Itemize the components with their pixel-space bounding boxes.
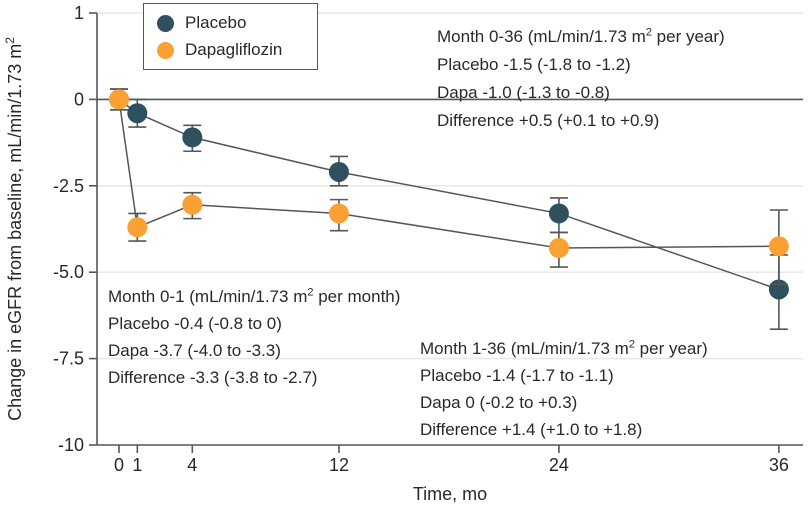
x-tick-label: 0 [114, 455, 124, 475]
placebo-marker-icon [157, 14, 174, 32]
x-tick-label: 1 [132, 455, 142, 475]
data-point-dapagliflozin [548, 238, 569, 259]
y-tick-label: 0 [74, 89, 84, 109]
data-point-placebo [127, 103, 148, 124]
legend-item-dapagliflozin: Dapagliflozin [157, 39, 307, 61]
data-point-placebo [182, 127, 203, 148]
data-point-dapagliflozin [182, 194, 203, 215]
series-line-dapagliflozin [118, 99, 779, 249]
annotation-title: Month 1-36 (mL/min/1.73 m2 per year) [420, 338, 708, 358]
annotation-line: Placebo -1.5 (-1.8 to -1.2) [437, 55, 631, 74]
data-point-placebo [548, 203, 569, 224]
x-tick-label: 36 [769, 455, 789, 475]
annotation-line: Dapa -3.7 (-4.0 to -3.3) [108, 341, 281, 360]
y-axis-title: Change in eGFR from baseline, mL/min/1.7… [3, 37, 25, 421]
annotation-title: Month 0-36 (mL/min/1.73 m2 per year) [437, 26, 725, 46]
annotation-month-1-36: Month 1-36 (mL/min/1.73 m2 per year) Pla… [420, 335, 708, 443]
legend-item-placebo: Placebo [157, 12, 307, 34]
data-point-dapagliflozin [768, 236, 789, 257]
dapagliflozin-marker-icon [157, 41, 174, 59]
legend-label-dapagliflozin: Dapagliflozin [185, 40, 283, 59]
legend-label-placebo: Placebo [185, 13, 247, 32]
annotation-line: Placebo -1.4 (-1.7 to -1.1) [420, 366, 614, 385]
y-tick-label: 1 [74, 3, 84, 23]
x-axis-title: Time, mo [412, 484, 488, 504]
annotation-line: Difference -3.3 (-3.8 to -2.7) [108, 368, 318, 387]
data-point-dapagliflozin [109, 89, 129, 110]
annotation-line: Placebo -0.4 (-0.8 to 0) [108, 314, 282, 333]
y-tick-label: -10 [58, 435, 84, 455]
annotation-month-0-36: Month 0-36 (mL/min/1.73 m2 per year) Pla… [437, 23, 725, 135]
annotation-title: Month 0-1 (mL/min/1.73 m2 per month) [108, 286, 401, 306]
annotation-line: Dapa -1.0 (-1.3 to -0.8) [437, 83, 610, 102]
y-tick-label: -2.5 [53, 176, 84, 196]
legend: Placebo Dapagliflozin [143, 3, 318, 70]
annotation-month-0-1: Month 0-1 (mL/min/1.73 m2 per month) Pla… [108, 283, 400, 391]
y-tick-label: -5.0 [53, 262, 84, 282]
x-tick-label: 12 [329, 455, 349, 475]
x-tick-label: 4 [187, 455, 197, 475]
annotation-line: Difference +0.5 (+0.1 to +0.9) [437, 111, 660, 130]
y-tick-label: -7.5 [53, 349, 84, 369]
data-point-dapagliflozin [328, 203, 349, 224]
x-tick-label: 24 [549, 455, 569, 475]
data-point-dapagliflozin [127, 217, 148, 238]
data-point-placebo [328, 161, 349, 182]
annotation-line: Difference +1.4 (+1.0 to +1.8) [420, 420, 643, 439]
annotation-line: Dapa 0 (-0.2 to +0.3) [420, 393, 578, 412]
